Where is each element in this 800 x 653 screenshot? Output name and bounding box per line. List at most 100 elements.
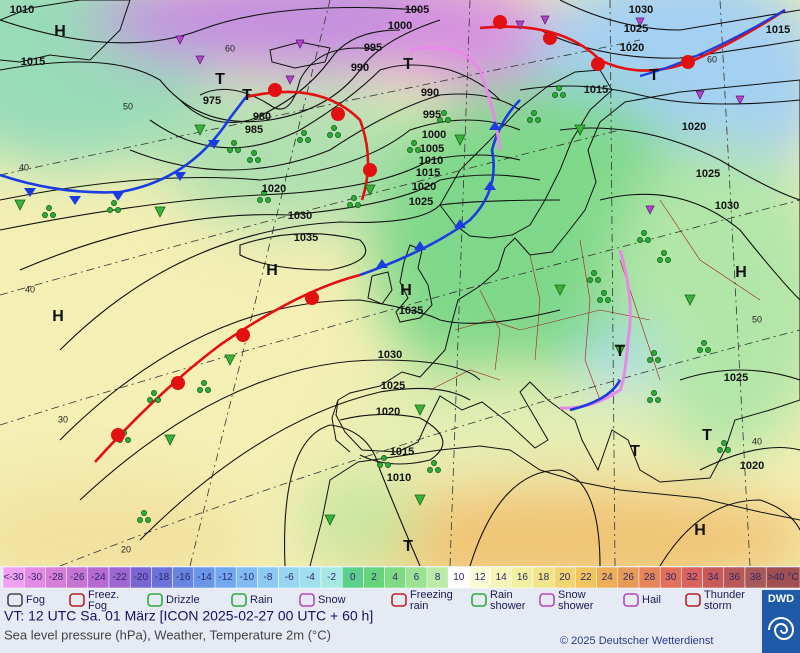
rain-dot xyxy=(151,390,157,396)
scale-label: 32 xyxy=(686,572,698,583)
front-semicircle xyxy=(171,376,185,390)
legend-label: Hail xyxy=(642,594,661,606)
legend-label: Freezing xyxy=(410,589,453,601)
pressure-label: 1000 xyxy=(422,129,446,141)
rain-dot xyxy=(651,350,657,356)
rain-dot xyxy=(552,92,558,98)
legend-label: Fog xyxy=(88,600,107,612)
rain-dot xyxy=(261,190,267,196)
scale-label: -4 xyxy=(306,572,315,583)
rain-dot xyxy=(201,380,207,386)
description: Sea level pressure (hPa), Weather, Tempe… xyxy=(4,627,331,642)
rain-dot xyxy=(556,85,562,91)
latitude-label: 20 xyxy=(121,544,131,554)
pressure-label: 1020 xyxy=(376,406,400,418)
front-triangle xyxy=(484,181,496,190)
front-semicircle xyxy=(543,31,557,45)
cold-front xyxy=(359,99,521,277)
weather-symbol xyxy=(257,190,271,203)
scale-label: 14 xyxy=(496,572,508,583)
pressure-center: H xyxy=(694,522,706,539)
weather-symbol xyxy=(107,200,121,213)
front-semicircle xyxy=(268,83,282,97)
scale-label: -14 xyxy=(197,572,212,583)
pressure-label: 1025 xyxy=(724,372,748,384)
weather-symbol xyxy=(717,440,731,453)
front-triangle xyxy=(69,196,81,205)
rain-dot xyxy=(560,92,566,98)
pressure-center: T xyxy=(242,87,252,104)
pressure-label: 1030 xyxy=(715,200,739,212)
temperature-scale: <-30 -30 -28 -26 -24 -22 -20 -18 -16 -14 -12 -10 -8-… xyxy=(2,566,800,589)
weather-symbol xyxy=(597,290,611,303)
scale-label: -28 xyxy=(49,572,64,583)
latitude-label: 30 xyxy=(58,414,68,424)
rain-dot xyxy=(641,230,647,236)
legend-icon xyxy=(231,593,247,607)
shower-symbol xyxy=(164,434,176,446)
country-borders xyxy=(429,199,761,401)
pressure-center: T xyxy=(615,343,625,360)
scale-label: 10 xyxy=(453,572,465,583)
rain-dot xyxy=(327,132,333,138)
weather-symbol xyxy=(454,134,466,146)
coastline-europe xyxy=(335,79,800,483)
legend-label: Freez. xyxy=(88,589,119,601)
pressure-label: 1015 xyxy=(21,56,45,68)
pressure-center: T xyxy=(215,71,225,88)
cold-front xyxy=(0,96,248,194)
rain-dot xyxy=(591,270,597,276)
front-semicircle xyxy=(363,163,377,177)
scale-label: 26 xyxy=(623,572,635,583)
rain-dot xyxy=(647,397,653,403)
pressure-label: 1025 xyxy=(624,23,648,35)
scale-label: -2 xyxy=(327,572,336,583)
weather-symbol xyxy=(224,354,236,366)
scale-label: 16 xyxy=(517,572,529,583)
rain-dot xyxy=(427,467,433,473)
shower-symbol xyxy=(364,184,376,196)
rain-dot xyxy=(415,147,421,153)
rain-dot xyxy=(227,147,233,153)
front-semicircle xyxy=(681,55,695,69)
legend-label: Fog xyxy=(26,594,45,606)
shower-symbol xyxy=(194,124,206,136)
latitude-label: 40 xyxy=(752,436,762,446)
legend-label: shower xyxy=(490,600,526,612)
weather-symbol xyxy=(247,150,261,163)
scale-label: -6 xyxy=(285,572,294,583)
legend-label: rain xyxy=(410,600,428,612)
pressure-label: 990 xyxy=(421,87,439,99)
scale-above-label: >40 °C xyxy=(768,572,799,583)
rain-dot xyxy=(231,140,237,146)
pressure-label: 1015 xyxy=(416,167,440,179)
rain-dot xyxy=(441,110,447,116)
snow-symbol xyxy=(175,35,185,45)
rain-dot xyxy=(355,202,361,208)
pressure-label: 1025 xyxy=(409,196,433,208)
pressure-label: 1020 xyxy=(262,183,286,195)
pressure-label: 980 xyxy=(253,111,271,123)
rain-dot xyxy=(42,212,48,218)
scale-label: 12 xyxy=(474,572,486,583)
pressure-center: H xyxy=(735,264,747,281)
legend-label: shower xyxy=(558,600,594,612)
snow-symbol xyxy=(635,17,645,27)
rain-dot xyxy=(377,462,383,468)
weather-symbol xyxy=(427,460,441,473)
scale-label: 18 xyxy=(538,572,550,583)
coastline-greenland xyxy=(0,0,131,63)
rain-dot xyxy=(111,200,117,206)
weather-symbol xyxy=(137,510,151,523)
shower-symbol xyxy=(614,344,626,356)
valid-time: VT: 12 UTC Sa. 01 März [ICON 2025-02-27 … xyxy=(4,608,373,624)
pressure-label: 975 xyxy=(203,95,221,107)
rain-dot xyxy=(411,140,417,146)
pressure-label: 1015 xyxy=(390,446,414,458)
pressure-label: 985 xyxy=(245,124,263,136)
weather-symbol xyxy=(527,110,541,123)
pressure-label: 1020 xyxy=(620,42,644,54)
scale-label: -20 xyxy=(134,572,149,583)
pressure-label: 1010 xyxy=(419,155,443,167)
weather-symbol xyxy=(164,434,176,446)
